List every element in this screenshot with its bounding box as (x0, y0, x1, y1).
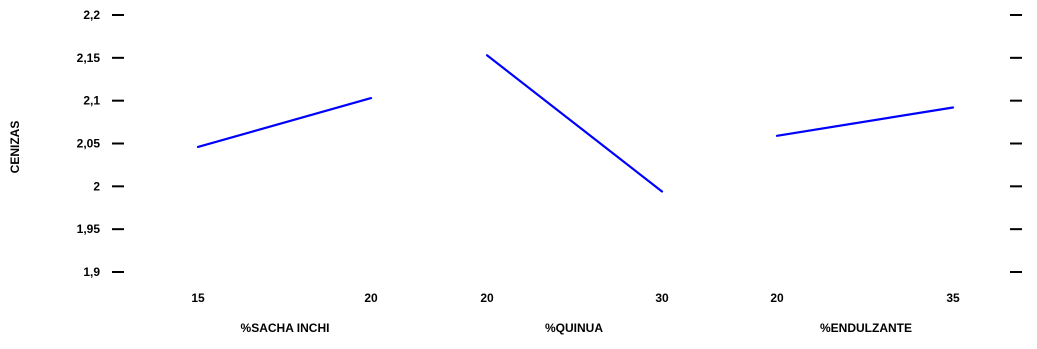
y-tick-label: 2,15 (77, 51, 101, 65)
x-tick-label: 20 (770, 291, 784, 305)
effect-line (485, 54, 664, 193)
y-tick-label: 2,1 (83, 94, 100, 108)
y-tick-label: 1,9 (83, 265, 100, 279)
x-tick-label: 20 (364, 291, 378, 305)
y-tick-label: 1,95 (77, 222, 101, 236)
x-tick-label: 35 (946, 291, 960, 305)
y-axis-ticks: 1,9 1,95 2 2,05 2,1 2,15 2,2 (77, 8, 124, 279)
y-axis-label: CENIZAS (8, 121, 22, 174)
x-tick-label: 20 (480, 291, 494, 305)
effect-line (775, 106, 955, 137)
y-tick-label: 2 (93, 179, 100, 193)
y-tick-label: 2,2 (83, 8, 100, 22)
x-tick-label: 30 (655, 291, 669, 305)
effect-panel: 20 35 %ENDULZANTE (770, 106, 960, 335)
y-tick-label: 2,05 (77, 137, 101, 151)
effect-panel: 15 20 %SACHA INCHI (191, 96, 378, 335)
y-axis-label-group: CENIZAS (8, 121, 22, 174)
effect-line (196, 96, 373, 149)
effect-panel: 20 30 %QUINUA (480, 54, 669, 335)
x-axis-label: %QUINUA (545, 321, 603, 335)
x-axis-label: %ENDULZANTE (820, 321, 912, 335)
y-axis-ticks-right (1010, 14, 1022, 273)
effect-panels: 15 20 %SACHA INCHI 20 30 %QUINUA 20 35 %ENDULZAN… (191, 54, 960, 335)
x-tick-label: 15 (191, 291, 205, 305)
x-axis-label: %SACHA INCHI (241, 321, 330, 335)
